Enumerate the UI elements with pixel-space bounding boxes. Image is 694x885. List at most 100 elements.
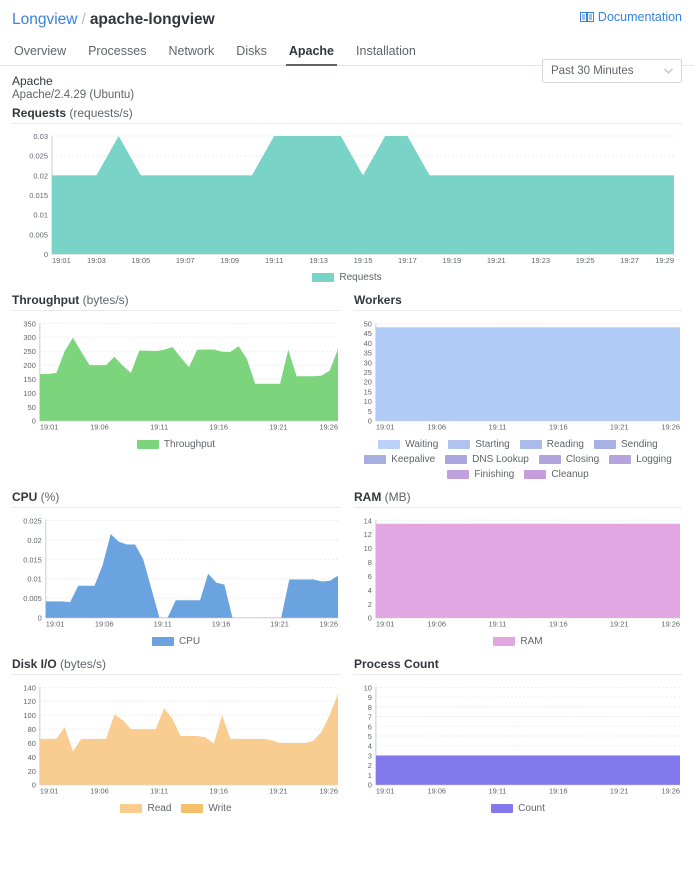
chart-legend-cpu: CPU	[12, 636, 340, 657]
svg-text:19:06: 19:06	[427, 620, 446, 629]
legend-swatch	[519, 440, 542, 449]
svg-text:19:01: 19:01	[40, 787, 59, 796]
svg-text:19:11: 19:11	[488, 423, 506, 432]
plot-area-workers: 0 5 10 15 20 25 30 35 40 45 50 19:01 19:06 19:11 19:16…	[354, 317, 682, 437]
svg-text:19:05: 19:05	[131, 256, 150, 265]
legend-swatch	[120, 804, 143, 813]
legend-item-read[interactable]: Read	[120, 803, 171, 814]
svg-text:19:07: 19:07	[176, 256, 195, 265]
chart-legend-process-count: Count	[354, 803, 682, 824]
breadcrumb-current: apache-longview	[89, 11, 215, 28]
legend-item-keepalive[interactable]: Keepalive	[364, 454, 435, 465]
app-summary: Apache Apache/2.4.29 (Ubuntu)	[0, 66, 694, 106]
legend-item-count[interactable]: Count	[491, 803, 545, 814]
legend-item-dns-lookup[interactable]: DNS Lookup	[445, 454, 529, 465]
legend-item-cpu[interactable]: CPU	[151, 636, 200, 647]
app-name: Apache	[12, 74, 53, 88]
svg-text:19:01: 19:01	[376, 423, 395, 432]
svg-text:50: 50	[364, 319, 372, 328]
svg-text:19:26: 19:26	[661, 787, 680, 796]
tab-overview[interactable]: Overview	[12, 44, 77, 65]
legend-item-ram[interactable]: RAM	[493, 636, 543, 647]
svg-text:0.005: 0.005	[23, 594, 42, 603]
svg-text:19:25: 19:25	[576, 256, 595, 265]
tab-label: Network	[168, 44, 215, 58]
legend-item-reading[interactable]: Reading	[519, 439, 584, 450]
svg-text:19:11: 19:11	[150, 423, 168, 432]
svg-text:4: 4	[368, 586, 372, 595]
chart-title-unit: (requests/s)	[66, 106, 133, 120]
legend-item-write[interactable]: Write	[181, 803, 232, 814]
legend-label: Closing	[565, 454, 600, 465]
svg-text:19:06: 19:06	[90, 787, 109, 796]
legend-swatch	[181, 804, 204, 813]
svg-text:5: 5	[368, 407, 372, 416]
legend-item-finishing[interactable]: Finishing	[447, 469, 514, 480]
chart-title-ram: RAM (MB)	[354, 490, 682, 508]
chart-card-disk-io: Disk I/O (bytes/s) 0 20 40 60 80 100 120 140 19:0…	[12, 657, 354, 824]
legend-item-requests[interactable]: Requests	[312, 272, 382, 283]
svg-text:19:21: 19:21	[487, 256, 506, 265]
svg-text:19:23: 19:23	[531, 256, 550, 265]
svg-text:0.03: 0.03	[33, 132, 48, 141]
legend-item-sending[interactable]: Sending	[594, 439, 658, 450]
svg-text:19:26: 19:26	[661, 423, 680, 432]
breadcrumb-longview-link[interactable]: Longview	[12, 11, 78, 28]
legend-item-cleanup[interactable]: Cleanup	[524, 469, 589, 480]
svg-text:300: 300	[23, 333, 35, 342]
svg-text:120: 120	[23, 697, 35, 706]
chevron-down-icon	[664, 67, 673, 76]
tab-installation[interactable]: Installation	[345, 44, 427, 65]
chart-legend-workers: Waiting Starting Reading Sending Keepalive DN…	[354, 439, 682, 490]
legend-item-waiting[interactable]: Waiting	[378, 439, 438, 450]
svg-text:19:27: 19:27	[620, 256, 639, 265]
legend-item-logging[interactable]: Logging	[609, 454, 672, 465]
svg-text:19:01: 19:01	[40, 423, 59, 432]
chart-title-text: CPU	[12, 490, 38, 504]
svg-text:19:26: 19:26	[319, 787, 338, 796]
svg-text:6: 6	[368, 722, 372, 731]
chart-row-2: Throughput (bytes/s) 0 50 100 150 200 250 300 35…	[12, 293, 682, 490]
svg-text:19:16: 19:16	[549, 787, 568, 796]
legend-swatch	[594, 440, 616, 449]
legend-label: RAM	[520, 636, 543, 647]
tab-processes[interactable]: Processes	[77, 44, 157, 65]
svg-text:0: 0	[44, 250, 48, 259]
chart-row-3: CPU (%) 0 0.005 0.01 0.015 0.02 0.025 19:01 19:0…	[12, 490, 682, 657]
svg-text:9: 9	[368, 693, 372, 702]
chart-title-throughput: Throughput (bytes/s)	[12, 293, 340, 311]
svg-text:3: 3	[368, 751, 372, 760]
tab-disks[interactable]: Disks	[225, 44, 278, 65]
svg-text:350: 350	[23, 319, 35, 328]
legend-label: Read	[147, 803, 172, 814]
tab-network[interactable]: Network	[157, 44, 225, 65]
svg-text:250: 250	[23, 347, 35, 356]
svg-text:19:19: 19:19	[442, 256, 461, 265]
time-range-select[interactable]: Past 30 Minutes	[542, 59, 682, 83]
legend-item-closing[interactable]: Closing	[538, 454, 600, 465]
legend-item-throughput[interactable]: Throughput	[136, 439, 215, 450]
svg-text:140: 140	[23, 683, 35, 692]
chart-title-text: Process Count	[354, 657, 439, 671]
svg-text:2: 2	[368, 761, 372, 770]
svg-text:19:11: 19:11	[154, 620, 172, 629]
chart-title-workers: Workers	[354, 293, 682, 311]
tab-apache[interactable]: Apache	[278, 44, 345, 66]
chart-title-text: Workers	[354, 293, 402, 307]
documentation-link[interactable]: Documentation	[579, 10, 682, 24]
svg-text:2: 2	[368, 600, 372, 609]
chart-legend-ram: RAM	[354, 636, 682, 657]
svg-text:19:01: 19:01	[52, 256, 71, 265]
svg-text:0: 0	[38, 614, 42, 623]
svg-text:8: 8	[368, 703, 372, 712]
legend-item-starting[interactable]: Starting	[448, 439, 510, 450]
chart-title-unit: (bytes/s)	[79, 293, 129, 307]
legend-swatch	[524, 470, 547, 479]
svg-text:50: 50	[28, 403, 36, 412]
svg-text:0: 0	[368, 781, 372, 790]
svg-text:19:06: 19:06	[427, 787, 446, 796]
svg-text:6: 6	[368, 572, 372, 581]
svg-text:0.02: 0.02	[27, 536, 41, 545]
chart-title-unit: (MB)	[381, 490, 411, 504]
legend-swatch	[378, 440, 401, 449]
